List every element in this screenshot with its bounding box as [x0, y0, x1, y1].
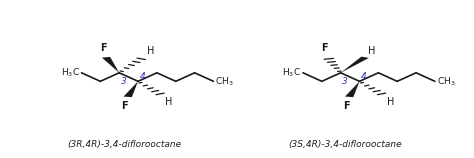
Text: F: F [321, 43, 328, 53]
Text: (3S,4R)-3,4-diflorooctane: (3S,4R)-3,4-diflorooctane [289, 140, 402, 149]
Text: CH$_3$: CH$_3$ [437, 75, 456, 88]
Polygon shape [102, 57, 119, 73]
Polygon shape [345, 81, 359, 97]
Text: H$_3$C: H$_3$C [61, 67, 80, 79]
Text: CH$_3$: CH$_3$ [215, 75, 234, 88]
Text: 3: 3 [342, 77, 348, 86]
Text: (3R,4R)-3,4-diflorooctane: (3R,4R)-3,4-diflorooctane [67, 140, 181, 149]
Polygon shape [341, 57, 369, 73]
Text: H: H [387, 97, 394, 107]
Polygon shape [124, 81, 138, 97]
Text: 4: 4 [139, 72, 145, 81]
Text: 4: 4 [361, 72, 367, 81]
Text: H: H [368, 46, 375, 56]
Text: 3: 3 [120, 77, 127, 86]
Text: F: F [100, 43, 107, 53]
Text: H: H [165, 97, 173, 107]
Text: H: H [146, 46, 154, 56]
Text: F: F [343, 101, 350, 111]
Text: F: F [121, 101, 128, 111]
Text: H$_3$C: H$_3$C [282, 67, 301, 79]
